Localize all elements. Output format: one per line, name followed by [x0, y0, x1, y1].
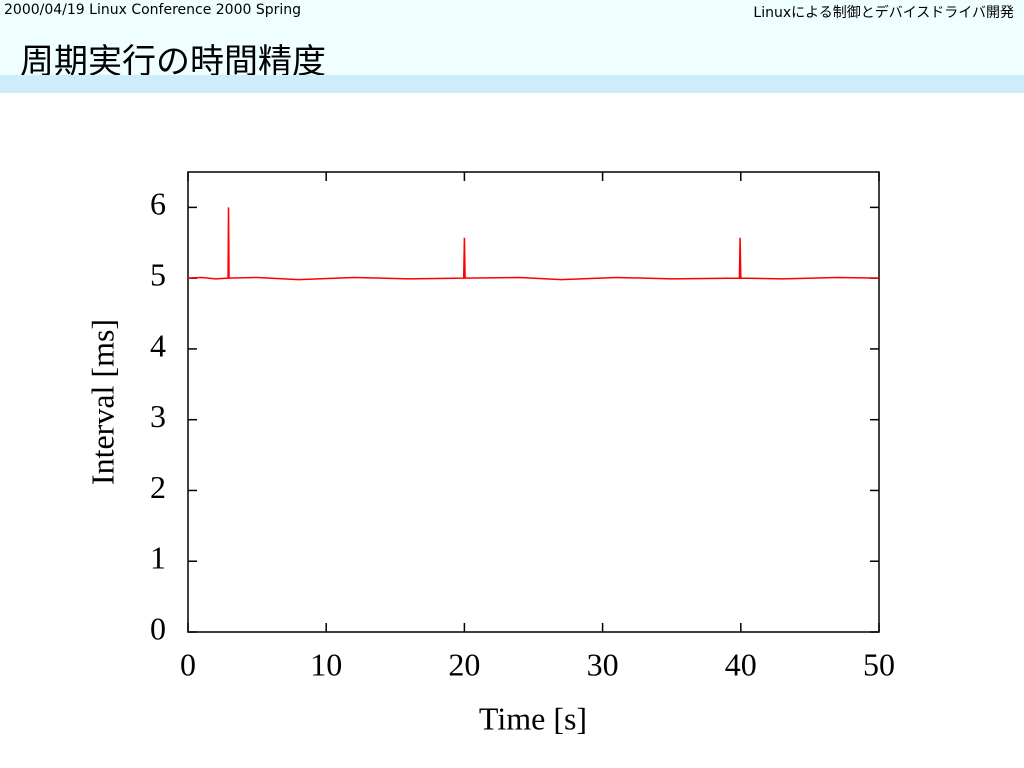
y-tick-label: 6	[150, 186, 166, 222]
x-axis-label: Time [s]	[479, 700, 587, 736]
y-tick-label: 5	[150, 256, 166, 292]
y-tick-label: 2	[150, 469, 166, 505]
header-right: Linuxによる制御とデバイスドライバ開発	[753, 5, 1014, 21]
x-tick-label: 20	[448, 646, 480, 682]
x-tick-label: 30	[587, 646, 619, 682]
data-line	[187, 207, 880, 281]
x-tick-label: 10	[310, 646, 342, 682]
x-tick-label: 50	[863, 646, 895, 682]
header-band	[0, 75, 1024, 93]
x-tick-label: 0	[180, 646, 196, 682]
x-tick-label: 40	[725, 646, 757, 682]
plot-frame	[187, 171, 880, 633]
y-tick-label: 0	[150, 610, 166, 646]
y-tick-label: 4	[150, 327, 166, 363]
y-tick-label: 1	[150, 540, 166, 576]
y-tick-label: 3	[150, 398, 166, 434]
header: 2000/04/19 Linux Conference 2000 Spring …	[0, 0, 1024, 82]
header-left: 2000/04/19 Linux Conference 2000 Spring	[4, 2, 302, 18]
y-axis-label: Interval [ms]	[84, 319, 120, 485]
